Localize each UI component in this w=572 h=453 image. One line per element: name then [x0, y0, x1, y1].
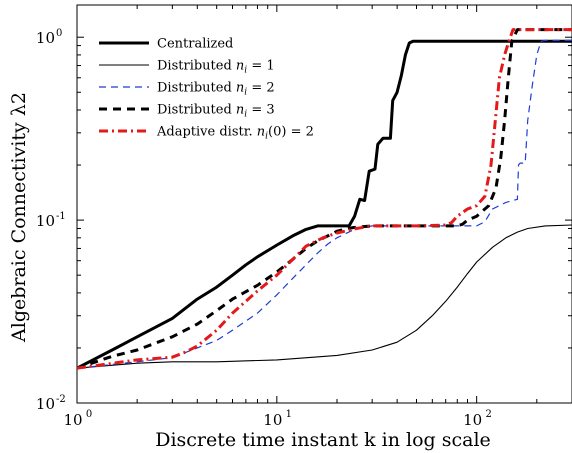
x-tick-exponent: 1: [286, 409, 292, 420]
y-tick-exponent: -1: [56, 211, 66, 222]
x-tick-label: 10: [63, 411, 82, 429]
legend-label-4: Distributed ni = 3: [157, 103, 275, 120]
y-axis-label: Algebraic Connectivity λ2: [8, 92, 30, 343]
x-axis-label: Discrete time instant k in log scale: [155, 429, 491, 451]
x-tick-exponent: 0: [86, 409, 92, 420]
axis-ticks: 10 0 10 1 10 210 -210 -110 0: [36, 5, 572, 429]
legend-label-1: Centralized: [157, 37, 233, 52]
legend: Centralized Distributed ni = 1 Distributed…: [99, 37, 314, 142]
y-tick-exponent: -2: [56, 394, 66, 405]
x-tick-label: 10: [263, 411, 282, 429]
plot-border: [76, 4, 572, 404]
series-line-1: [77, 39, 572, 370]
series-line-4: [77, 28, 572, 370]
plot-area: [76, 4, 572, 404]
y-tick-label: 10: [36, 212, 55, 230]
series-line-5: [77, 28, 572, 370]
y-tick-label: 10: [36, 395, 55, 413]
series-line-2: [77, 224, 572, 369]
y-tick-label: 10: [36, 29, 55, 47]
x-tick-label: 10: [463, 411, 482, 429]
x-tick-exponent: 2: [485, 409, 491, 420]
legend-label-3: Distributed ni = 2: [157, 81, 275, 98]
y-tick-exponent: 0: [56, 28, 62, 39]
legend-label-2: Distributed ni = 1: [157, 59, 275, 76]
legend-label-5: Adaptive distr. ni(0) = 2: [156, 125, 314, 142]
series-lines: [77, 28, 572, 370]
